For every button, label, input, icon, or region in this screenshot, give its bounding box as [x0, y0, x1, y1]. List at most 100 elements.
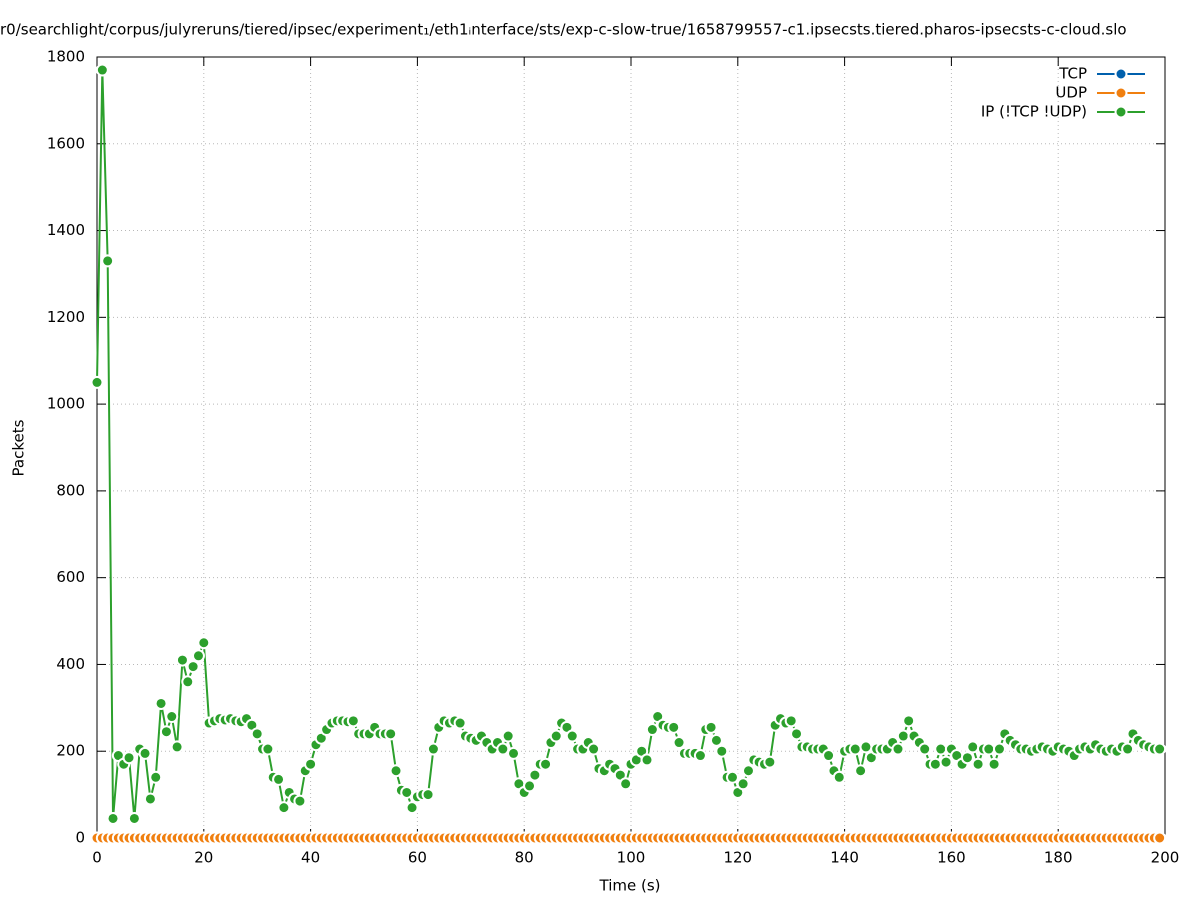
- data-point: [186, 660, 200, 674]
- data-point: [736, 777, 750, 791]
- data-point: [715, 744, 729, 758]
- data-point: [822, 749, 836, 763]
- y-tick-label: 1800: [47, 48, 85, 66]
- data-point: [293, 794, 307, 808]
- data-point: [854, 764, 868, 778]
- x-tick-label: 0: [92, 849, 102, 867]
- data-point: [784, 714, 798, 728]
- data-point: [453, 716, 467, 730]
- data-point: [181, 675, 195, 689]
- data-point: [523, 779, 537, 793]
- data-point: [918, 742, 932, 756]
- data-point: [127, 811, 141, 825]
- y-tick-label: 200: [56, 742, 85, 760]
- x-tick-label: 120: [723, 849, 752, 867]
- data-point: [859, 740, 873, 754]
- data-point: [496, 742, 510, 756]
- legend-label: UDP: [1055, 84, 1087, 102]
- data-point: [1153, 742, 1167, 756]
- y-tick-label: 1400: [47, 221, 85, 239]
- data-point: [421, 788, 435, 802]
- data-point: [928, 757, 942, 771]
- data-point: [982, 742, 996, 756]
- data-point: [175, 653, 189, 667]
- data-point: [725, 770, 739, 784]
- data-point: [709, 733, 723, 747]
- y-tick-label: 1000: [47, 395, 85, 413]
- data-point: [987, 757, 1001, 771]
- x-tick-label: 60: [408, 849, 427, 867]
- data-point: [143, 792, 157, 806]
- data-point: [95, 63, 109, 77]
- data-point: [741, 764, 755, 778]
- data-point: [934, 742, 948, 756]
- x-tick-label: 140: [830, 849, 859, 867]
- data-point: [960, 751, 974, 765]
- x-tick-label: 40: [301, 849, 320, 867]
- y-tick-label: 1600: [47, 134, 85, 152]
- data-point: [672, 736, 686, 750]
- data-point: [149, 770, 163, 784]
- data-point: [896, 729, 910, 743]
- data-point: [400, 785, 414, 799]
- legend-marker: [1114, 86, 1128, 100]
- y-axis-label: Packets: [10, 419, 28, 476]
- data-point: [159, 725, 173, 739]
- data-point: [891, 742, 905, 756]
- plot-border: [96, 56, 1166, 839]
- y-tick-label: 1200: [47, 308, 85, 326]
- data-point: [507, 746, 521, 760]
- data-point: [539, 757, 553, 771]
- data-point: [832, 770, 846, 784]
- data-point: [138, 746, 152, 760]
- data-point: [704, 720, 718, 734]
- data-point: [971, 757, 985, 771]
- data-point: [250, 727, 264, 741]
- data-point: [528, 768, 542, 782]
- data-point: [197, 636, 211, 650]
- data-point: [106, 811, 120, 825]
- data-point: [346, 714, 360, 728]
- x-tick-label: 80: [515, 849, 534, 867]
- x-tick-label: 100: [617, 849, 646, 867]
- data-point: [426, 742, 440, 756]
- data-point: [304, 757, 318, 771]
- legend-marker: [1114, 67, 1128, 81]
- y-tick-label: 800: [56, 481, 85, 499]
- data-point: [992, 742, 1006, 756]
- data-point: [587, 742, 601, 756]
- data-point: [405, 801, 419, 815]
- legend-marker: [1114, 105, 1128, 119]
- data-point: [501, 729, 515, 743]
- data-point: [902, 714, 916, 728]
- data-point: [640, 753, 654, 767]
- data-point: [165, 710, 179, 724]
- data-point: [191, 649, 205, 663]
- data-point: [277, 801, 291, 815]
- data-point: [384, 727, 398, 741]
- legend-label: IP (!TCP !UDP): [981, 103, 1087, 121]
- x-tick-label: 20: [194, 849, 213, 867]
- data-point: [389, 764, 403, 778]
- data-point: [763, 755, 777, 769]
- data-point: [101, 254, 115, 268]
- x-tick-label: 180: [1044, 849, 1073, 867]
- y-tick-label: 400: [56, 655, 85, 673]
- data-point: [939, 755, 953, 769]
- data-point: [693, 749, 707, 763]
- data-point: [667, 720, 681, 734]
- x-axis-label: Time (s): [599, 877, 661, 895]
- x-tick-label: 200: [1151, 849, 1180, 867]
- y-tick-label: 600: [56, 568, 85, 586]
- data-point: [261, 742, 275, 756]
- data-point: [272, 772, 286, 786]
- data-point: [645, 723, 659, 737]
- data-point: [848, 742, 862, 756]
- x-tick-label: 160: [937, 849, 966, 867]
- data-point: [790, 727, 804, 741]
- y-tick-label: 0: [75, 829, 85, 847]
- data-point: [549, 729, 563, 743]
- data-point: [154, 696, 168, 710]
- legend-label: TCP: [1058, 65, 1087, 83]
